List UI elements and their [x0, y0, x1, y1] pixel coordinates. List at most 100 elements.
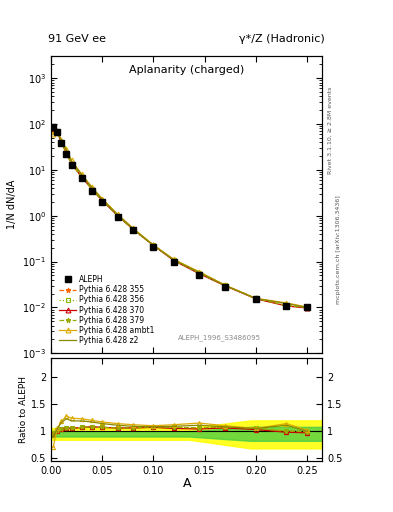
- Pythia 6.428 356: [171, 257, 176, 263]
- Legend: ALEPH, Pythia 6.428 355, Pythia 6.428 356, Pythia 6.428 370, Pythia 6.428 379, P: ALEPH, Pythia 6.428 355, Pythia 6.428 35…: [58, 273, 156, 347]
- Pythia 6.428 355: [79, 174, 84, 180]
- Text: 91 GeV ee: 91 GeV ee: [48, 34, 107, 45]
- Pythia 6.428 370: [59, 139, 64, 145]
- Pythia 6.428 379: [130, 226, 135, 232]
- Pythia 6.428 ambt1: [171, 257, 176, 263]
- Pythia 6.428 ambt1: [69, 157, 74, 163]
- Pythia 6.428 379: [197, 270, 202, 276]
- Pythia 6.428 z2: [69, 158, 74, 164]
- Pythia 6.428 379: [253, 295, 258, 302]
- Pythia 6.428 z2: [100, 196, 105, 202]
- Text: Aplanarity (charged): Aplanarity (charged): [129, 65, 244, 75]
- Pythia 6.428 ambt1: [223, 282, 228, 288]
- ALEPH: [305, 304, 309, 310]
- Pythia 6.428 ambt1: [55, 127, 60, 134]
- Pythia 6.428 370: [197, 271, 202, 277]
- ALEPH: [253, 296, 258, 303]
- Pythia 6.428 356: [100, 198, 105, 204]
- Pythia 6.428 ambt1: [253, 295, 258, 302]
- Pythia 6.428 355: [197, 270, 202, 276]
- Pythia 6.428 ambt1: [51, 131, 55, 137]
- Pythia 6.428 z2: [51, 127, 55, 133]
- Pythia 6.428 356: [197, 270, 202, 276]
- Pythia 6.428 355: [284, 303, 289, 309]
- Pythia 6.428 370: [64, 150, 69, 156]
- ALEPH: [90, 188, 94, 194]
- Line: Pythia 6.428 370: Pythia 6.428 370: [51, 126, 309, 310]
- ALEPH: [100, 199, 105, 205]
- Pythia 6.428 356: [64, 150, 69, 156]
- Pythia 6.428 370: [253, 296, 258, 302]
- Pythia 6.428 z2: [171, 257, 176, 263]
- Pythia 6.428 355: [59, 139, 64, 145]
- ALEPH: [79, 176, 84, 182]
- Pythia 6.428 379: [55, 129, 60, 135]
- ALEPH: [197, 271, 202, 278]
- Pythia 6.428 z2: [130, 226, 135, 232]
- Pythia 6.428 379: [151, 242, 156, 248]
- Pythia 6.428 ambt1: [100, 196, 105, 202]
- ALEPH: [51, 124, 55, 131]
- ALEPH: [69, 162, 74, 168]
- Pythia 6.428 ambt1: [197, 269, 202, 275]
- Pythia 6.428 ambt1: [90, 184, 94, 190]
- Line: Pythia 6.428 z2: Pythia 6.428 z2: [53, 130, 307, 307]
- Pythia 6.428 ambt1: [59, 137, 64, 143]
- Pythia 6.428 356: [79, 174, 84, 180]
- ALEPH: [55, 129, 60, 135]
- ALEPH: [130, 227, 135, 233]
- Pythia 6.428 ambt1: [284, 300, 289, 306]
- Pythia 6.428 356: [90, 186, 94, 193]
- ALEPH: [171, 259, 176, 265]
- Pythia 6.428 355: [305, 305, 309, 311]
- Pythia 6.428 z2: [253, 295, 258, 302]
- Text: mcplots.cern.ch [arXiv:1306.3436]: mcplots.cern.ch [arXiv:1306.3436]: [336, 195, 341, 304]
- Y-axis label: 1/N dN/dA: 1/N dN/dA: [7, 180, 17, 229]
- Pythia 6.428 z2: [197, 269, 202, 275]
- Pythia 6.428 ambt1: [305, 304, 309, 310]
- Line: ALEPH: ALEPH: [50, 124, 310, 310]
- Pythia 6.428 356: [130, 226, 135, 232]
- Pythia 6.428 ambt1: [115, 211, 120, 217]
- Pythia 6.428 355: [223, 282, 228, 288]
- ALEPH: [115, 214, 120, 220]
- ALEPH: [59, 140, 64, 146]
- Pythia 6.428 379: [284, 303, 289, 309]
- Pythia 6.428 355: [171, 257, 176, 263]
- Text: γ*/Z (Hadronic): γ*/Z (Hadronic): [239, 34, 325, 45]
- Pythia 6.428 z2: [223, 282, 228, 288]
- Pythia 6.428 379: [79, 174, 84, 180]
- Pythia 6.428 z2: [151, 242, 156, 248]
- Pythia 6.428 379: [171, 257, 176, 263]
- Pythia 6.428 ambt1: [64, 146, 69, 153]
- Pythia 6.428 379: [115, 212, 120, 219]
- ALEPH: [151, 244, 156, 250]
- Pythia 6.428 z2: [59, 137, 64, 143]
- ALEPH: [284, 303, 289, 309]
- Pythia 6.428 379: [64, 150, 69, 156]
- Line: Pythia 6.428 355: Pythia 6.428 355: [51, 125, 309, 310]
- Pythia 6.428 355: [100, 198, 105, 204]
- Pythia 6.428 356: [305, 305, 309, 311]
- Pythia 6.428 370: [90, 186, 94, 193]
- Pythia 6.428 355: [90, 186, 94, 193]
- Pythia 6.428 370: [55, 129, 60, 135]
- Pythia 6.428 356: [55, 128, 60, 134]
- Pythia 6.428 z2: [115, 211, 120, 218]
- Pythia 6.428 379: [51, 125, 55, 132]
- Pythia 6.428 370: [305, 305, 309, 311]
- Line: Pythia 6.428 ambt1: Pythia 6.428 ambt1: [51, 129, 309, 309]
- ALEPH: [223, 284, 228, 290]
- Pythia 6.428 356: [51, 125, 55, 131]
- Pythia 6.428 356: [284, 303, 289, 309]
- Pythia 6.428 z2: [305, 304, 309, 310]
- Pythia 6.428 ambt1: [151, 242, 156, 248]
- Pythia 6.428 370: [223, 283, 228, 289]
- ALEPH: [64, 151, 69, 157]
- Line: Pythia 6.428 356: Pythia 6.428 356: [51, 125, 309, 310]
- Pythia 6.428 370: [69, 161, 74, 167]
- X-axis label: A: A: [182, 477, 191, 490]
- Pythia 6.428 356: [115, 212, 120, 219]
- Pythia 6.428 z2: [55, 128, 60, 134]
- Pythia 6.428 356: [151, 242, 156, 248]
